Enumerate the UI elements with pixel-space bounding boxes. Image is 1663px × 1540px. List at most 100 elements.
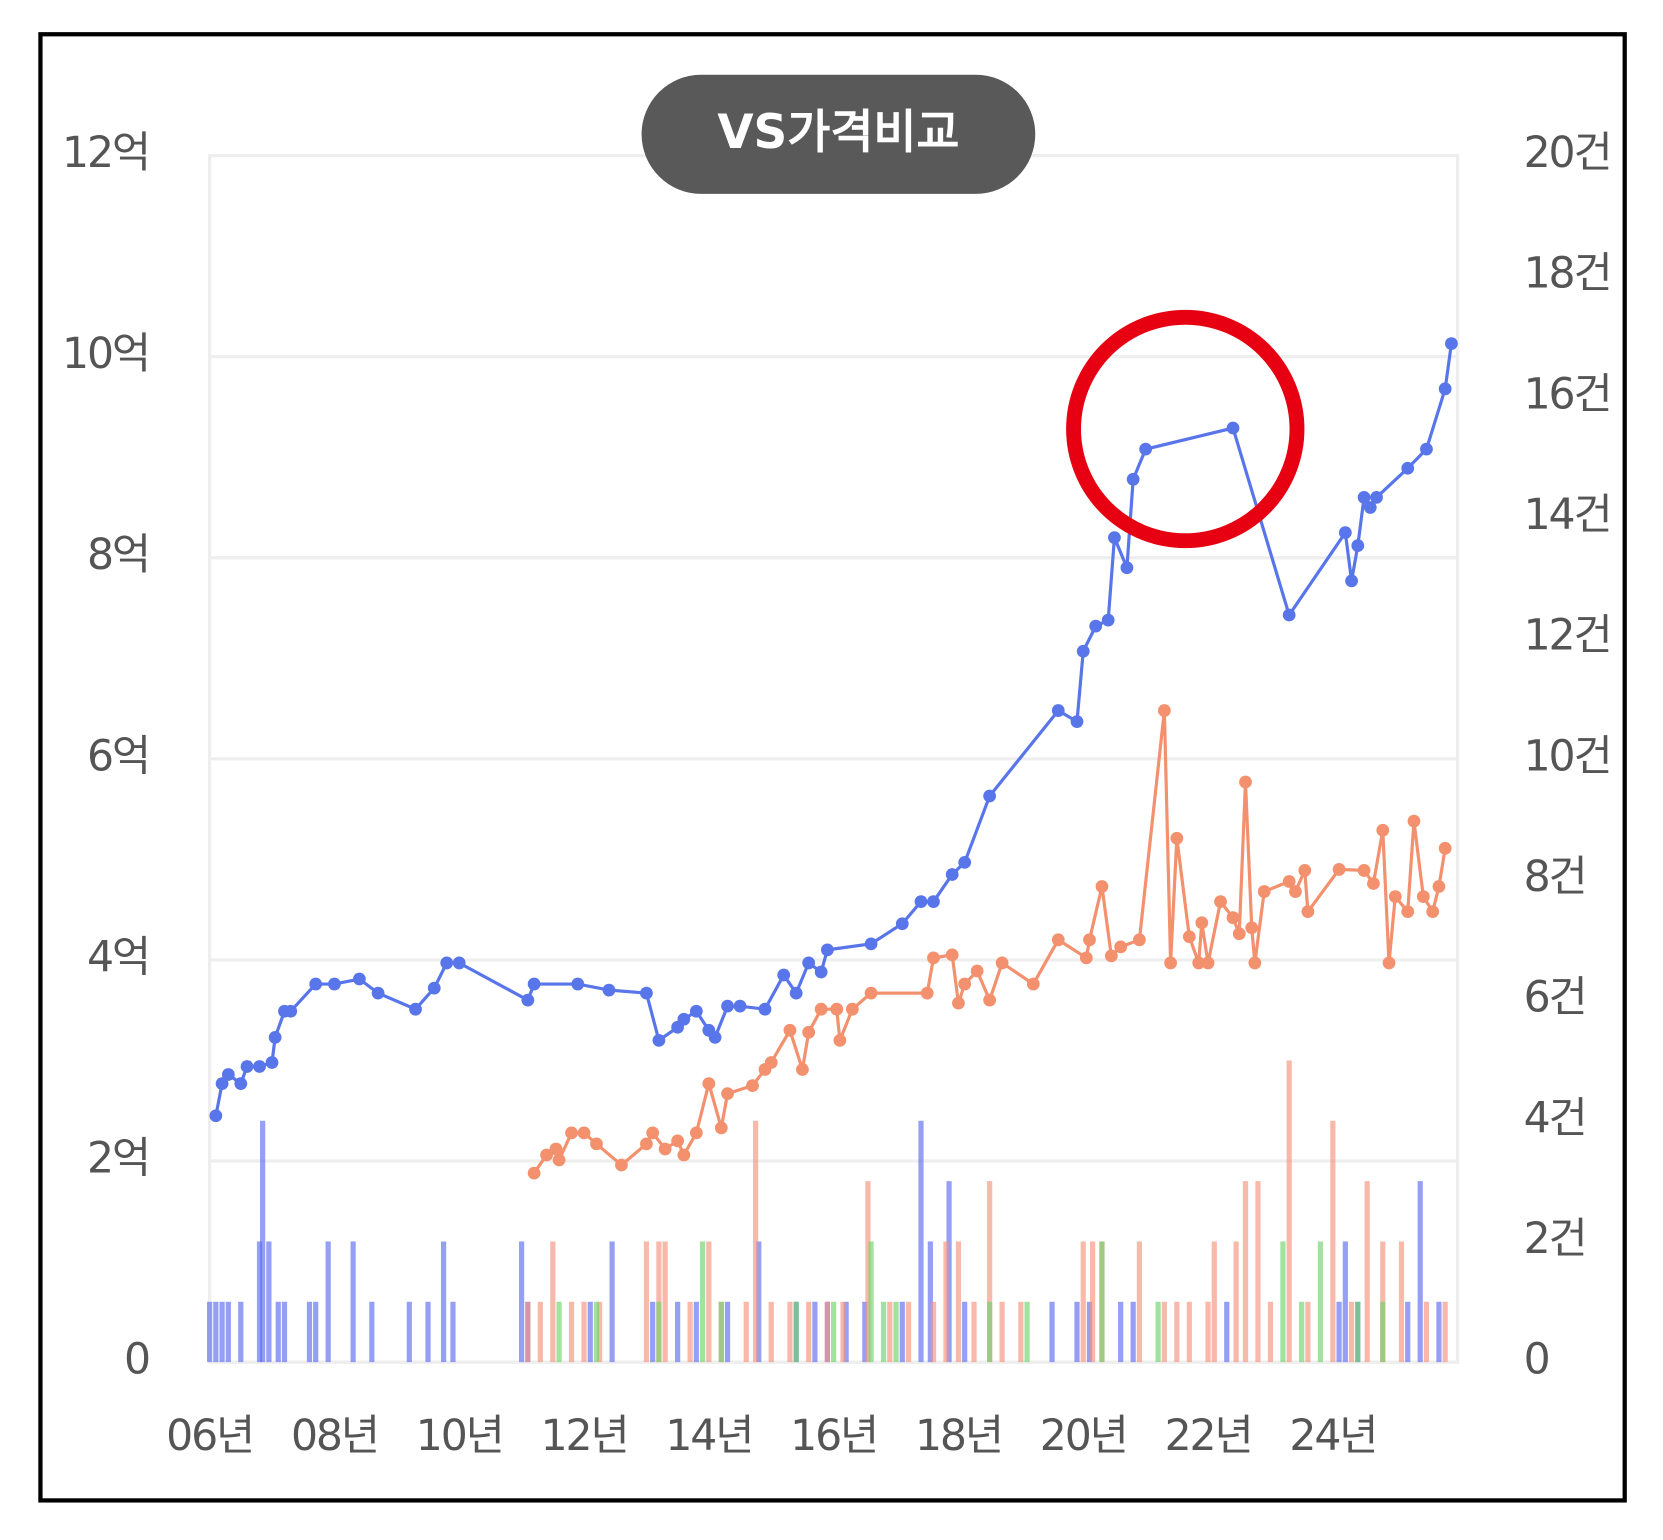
y-tick-label: 2억 (87, 1135, 149, 1184)
point (1420, 442, 1433, 456)
bar (1130, 1301, 1136, 1363)
bar (597, 1301, 603, 1363)
bar (862, 1301, 868, 1363)
point (527, 977, 541, 991)
point (721, 1087, 734, 1101)
y2-tick-label: 16건 (1524, 370, 1611, 419)
point (615, 1158, 628, 1172)
bar (369, 1301, 375, 1363)
point (802, 956, 816, 970)
bar (787, 1301, 793, 1363)
y2-tick-label: 6건 (1524, 974, 1586, 1023)
y2-tick-label: 12건 (1524, 612, 1611, 661)
y-tick-label: 8억 (87, 531, 149, 580)
point (1120, 561, 1134, 575)
point (945, 868, 959, 881)
point (1192, 956, 1206, 970)
point (1089, 619, 1103, 633)
bar (1348, 1301, 1355, 1363)
y2-tick-label: 18건 (1524, 250, 1611, 299)
point (1051, 704, 1065, 717)
point (671, 1134, 685, 1148)
bar (1136, 1241, 1142, 1363)
bar (1024, 1301, 1030, 1363)
point (864, 937, 878, 951)
point (689, 1126, 703, 1140)
y2-tick-label: 14건 (1524, 491, 1611, 540)
bar (1174, 1301, 1180, 1363)
point (920, 986, 934, 1000)
point (714, 1121, 728, 1135)
bar (1118, 1301, 1124, 1363)
point (565, 1126, 578, 1140)
bar (893, 1301, 899, 1363)
bar (1398, 1241, 1405, 1363)
point (1289, 885, 1302, 898)
point (1126, 472, 1140, 486)
point (640, 1137, 653, 1151)
bar (1442, 1301, 1448, 1363)
point (1376, 823, 1390, 837)
point (721, 999, 734, 1013)
bar (987, 1181, 993, 1363)
bar (525, 1301, 531, 1363)
point (1282, 608, 1296, 622)
point (914, 895, 928, 908)
point (658, 1142, 672, 1156)
point (746, 1079, 759, 1092)
bar (718, 1301, 724, 1363)
bar (275, 1301, 281, 1363)
point (646, 1126, 660, 1140)
y2-tick-label: 10건 (1524, 732, 1611, 781)
point (945, 948, 959, 962)
bar (650, 1301, 656, 1363)
point (830, 1002, 844, 1016)
bar (1286, 1060, 1292, 1363)
point (1332, 863, 1346, 876)
point (1139, 442, 1153, 456)
point (1345, 574, 1358, 588)
bar (946, 1181, 952, 1363)
x-tick-label: 24년 (1289, 1412, 1376, 1461)
point (677, 1012, 691, 1026)
bar (999, 1301, 1005, 1363)
point (1370, 491, 1383, 504)
bars (207, 1060, 1448, 1363)
point (1407, 814, 1421, 828)
point (1401, 905, 1415, 919)
bar (1380, 1301, 1386, 1363)
point (427, 981, 441, 995)
point (1351, 539, 1365, 553)
bar (927, 1241, 933, 1363)
point (328, 977, 341, 991)
bar (313, 1301, 319, 1363)
point (1157, 704, 1171, 717)
point (1133, 933, 1146, 947)
point (253, 1060, 266, 1073)
y2-tick-label: 2건 (1524, 1215, 1586, 1264)
bar (1211, 1241, 1217, 1363)
point (802, 1025, 816, 1039)
bar (743, 1301, 749, 1363)
bar (843, 1301, 849, 1363)
point (1104, 949, 1118, 963)
point (1108, 531, 1121, 545)
point (814, 1002, 828, 1016)
bar (207, 1301, 213, 1363)
bar (806, 1301, 812, 1363)
point (552, 1153, 566, 1167)
bar (955, 1241, 962, 1363)
y2-tick-label: 20건 (1524, 129, 1611, 178)
bar (1255, 1181, 1261, 1363)
bar (687, 1301, 693, 1363)
point (1367, 877, 1380, 890)
point (1357, 864, 1371, 877)
bar (887, 1301, 893, 1363)
point (240, 1060, 254, 1073)
bar (962, 1301, 968, 1363)
point (814, 965, 828, 979)
point (1201, 956, 1215, 970)
bar (219, 1301, 225, 1363)
x-tick-label: 18년 (915, 1412, 1002, 1461)
